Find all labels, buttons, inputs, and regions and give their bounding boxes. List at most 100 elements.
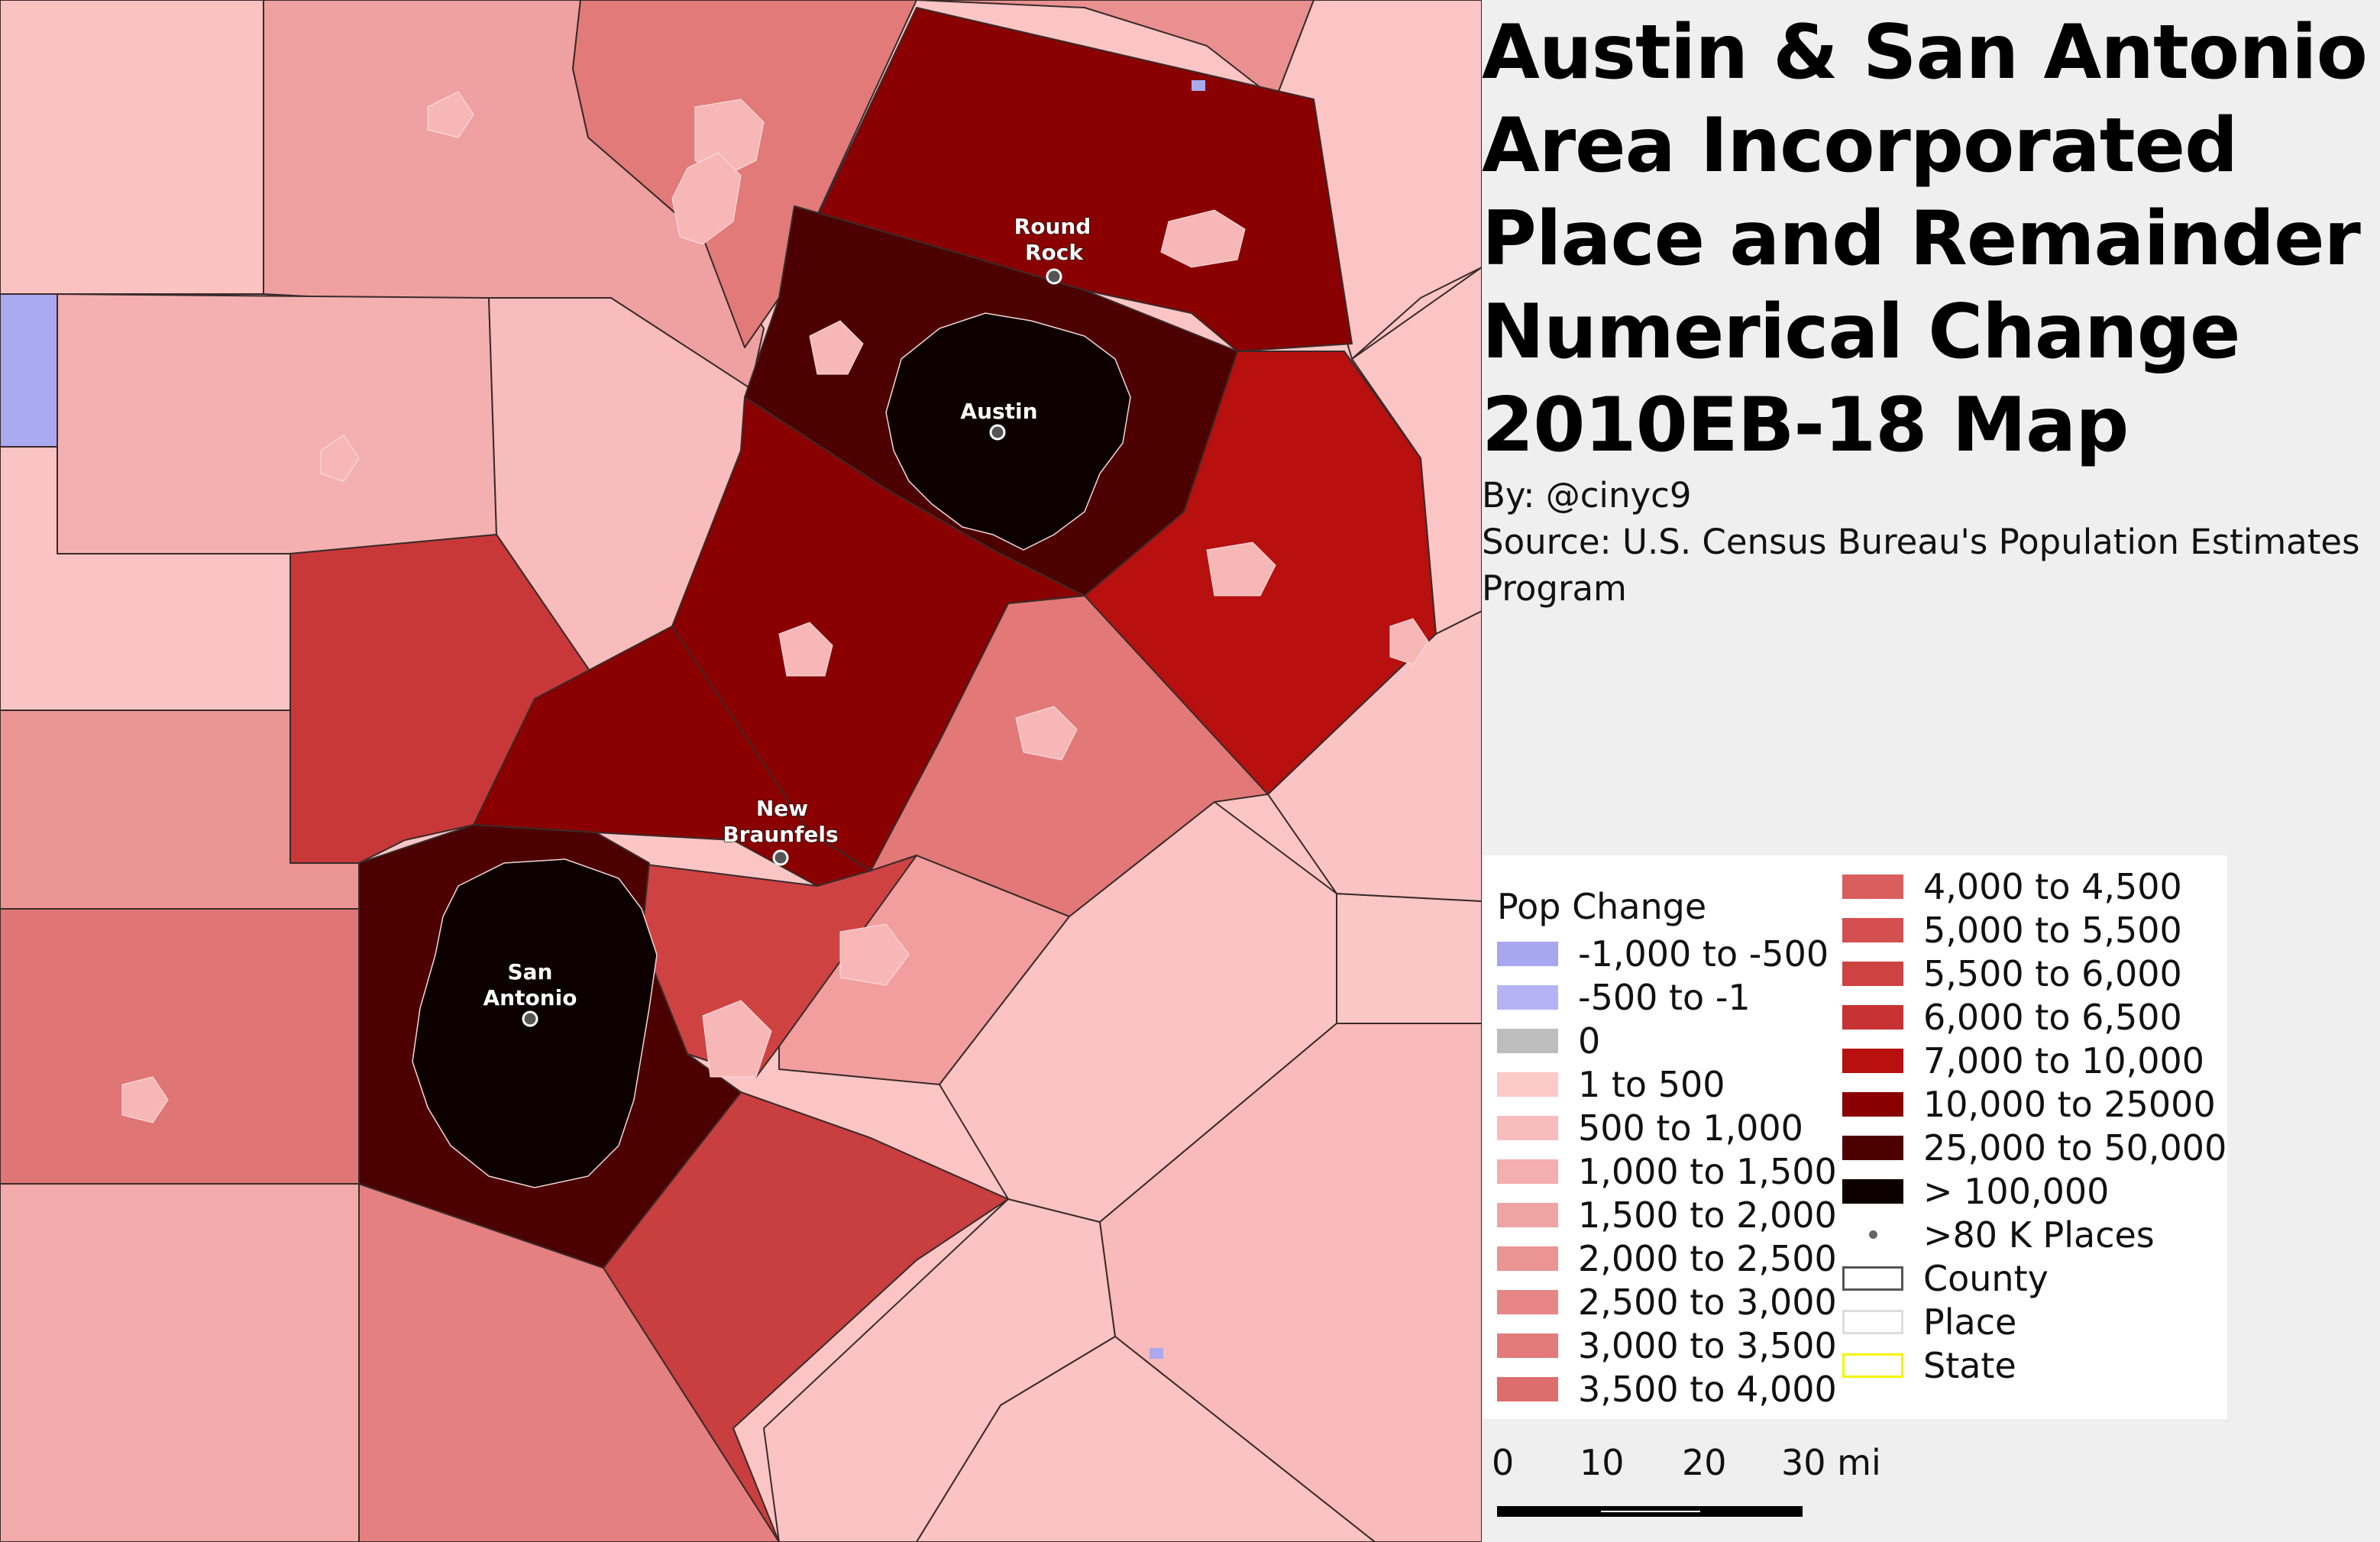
credits: By: @cinyc9 Source: U.S. Census Bureau's… (1482, 472, 2375, 612)
place-patch (1015, 706, 1078, 761)
legend-swatch (1842, 1091, 1903, 1117)
legend-swatch (1497, 1289, 1558, 1314)
credit-source-cont: Program (1482, 568, 1627, 609)
title-line: Area Incorporated (1482, 102, 2238, 189)
legend-label: Place (1923, 1301, 2017, 1343)
place-patch (702, 1000, 772, 1078)
legend-swatch (1497, 1246, 1558, 1271)
legend-swatch (1497, 1072, 1558, 1097)
svg-text:Rock: Rock (1025, 240, 1084, 265)
city-marker (1046, 268, 1062, 285)
city-san-antonio: San Antonio (483, 958, 577, 1027)
legend-item: 3,000 to 3,500 (1497, 1324, 1837, 1367)
legend-label: 3,500 to 4,000 (1578, 1368, 1837, 1410)
scale-bar-graphic (1497, 1506, 1803, 1517)
legend-swatch (1842, 874, 1903, 899)
county (916, 0, 1314, 100)
legend-label: 1,000 to 1,500 (1578, 1150, 1837, 1192)
city-austin: Austin (960, 398, 1038, 441)
legend-label: County (1923, 1257, 2049, 1299)
legend-swatch (1497, 1115, 1558, 1140)
legend-item: County (1842, 1256, 2049, 1300)
legend-swatch (1497, 941, 1558, 966)
legend-swatch (1842, 1004, 1903, 1030)
legend: Pop Change -1,000 to -500 -500 to -1 0 1 to… (1482, 855, 2227, 1419)
scale-tick-label: 0 (1492, 1442, 1515, 1483)
legend-item: -1,000 to -500 (1497, 932, 1829, 975)
legend-label: -1,000 to -500 (1578, 933, 1829, 975)
choropleth-map: Round Rock Austin New Braunfels San Anto… (0, 0, 1482, 1542)
legend-swatch (1497, 1159, 1558, 1184)
scale-bar: 0 10 20 30 mi (1482, 1421, 1940, 1542)
legend-item: 5,500 to 6,000 (1842, 952, 2182, 995)
place-patch (839, 923, 910, 986)
scale-bar-segment (1601, 1511, 1700, 1512)
legend-title: Pop Change (1497, 886, 1707, 927)
legend-item: 1,000 to 1,500 (1497, 1149, 1837, 1193)
county (0, 0, 264, 295)
legend-swatch (1497, 1376, 1558, 1401)
credit-author: By: @cinyc9 (1482, 475, 1692, 516)
scale-tick-label: 10 (1580, 1442, 1625, 1483)
legend-swatch (1842, 1353, 1903, 1378)
county (603, 1091, 1009, 1542)
legend-label: -500 to -1 (1578, 976, 1751, 1018)
legend-label: > 100,000 (1923, 1170, 2110, 1212)
scale-tick-label: 20 (1682, 1442, 1727, 1483)
legend-swatch (1842, 1178, 1903, 1204)
legend-item: Place (1842, 1300, 2016, 1343)
title-line: 2010EB-18 Map (1482, 382, 2129, 469)
place-patch (778, 622, 833, 677)
legend-label: 7,000 to 10,000 (1923, 1039, 2205, 1081)
legend-item: 10,000 to 25000 (1842, 1082, 2216, 1126)
svg-text:Antonio: Antonio (483, 985, 577, 1010)
legend-label: State (1923, 1344, 2016, 1386)
legend-label: 5,000 to 5,500 (1923, 909, 2182, 951)
legend-label: 6,000 to 6,500 (1923, 996, 2182, 1038)
legend-label: >80 K Places (1923, 1214, 2155, 1256)
county-hays (671, 396, 1085, 871)
side-panel: Austin & San Antonio Area Incorporated P… (1482, 0, 2380, 1542)
legend-label: 500 to 1,000 (1578, 1107, 1803, 1149)
legend-label: 0 (1578, 1020, 1601, 1062)
legend-label: 3,000 to 3,500 (1578, 1324, 1837, 1366)
county (0, 908, 360, 1185)
legend-swatch (1497, 1333, 1558, 1358)
legend-swatch (1842, 1048, 1903, 1073)
negative-change-area (0, 293, 58, 448)
county (1336, 893, 1482, 1024)
city-marker (772, 849, 789, 866)
austin-place (885, 312, 1131, 551)
place-patch (809, 320, 864, 375)
legend-swatch (1497, 984, 1558, 1010)
legend-item: 5,000 to 5,500 (1842, 908, 2182, 952)
place-patch (671, 152, 742, 245)
city-marker (522, 1010, 538, 1027)
place-patch (1389, 618, 1429, 665)
map-title: Austin & San Antonio Area Incorporated P… (1482, 6, 2375, 472)
place-patch (1206, 541, 1276, 596)
city-new-braunfels: New Braunfels (723, 795, 839, 866)
county (57, 293, 497, 554)
place-patch (427, 91, 474, 138)
svg-text:San: San (508, 959, 553, 984)
title-line: Numerical Change (1482, 289, 2240, 376)
county (572, 0, 917, 348)
legend-swatch (1842, 961, 1903, 986)
scale-tick-label: 30 mi (1781, 1442, 1881, 1483)
legend-item: > 100,000 (1842, 1169, 2109, 1213)
legend-label: 4,000 to 4,500 (1923, 865, 2182, 907)
place-patch (121, 1076, 169, 1123)
svg-text:Braunfels: Braunfels (723, 822, 838, 847)
negative-change-area (1150, 1348, 1163, 1359)
negative-change-area (1192, 80, 1205, 91)
title-line: Austin & San Antonio (1482, 9, 2368, 96)
title-line: Place and Remainder (1482, 196, 2361, 283)
legend-label: 2,000 to 2,500 (1578, 1237, 1837, 1279)
legend-label: 25,000 to 50,000 (1923, 1127, 2227, 1169)
legend-item: 1 to 500 (1497, 1062, 1725, 1106)
credit-source: Source: U.S. Census Bureau's Population … (1482, 522, 2360, 562)
place-dot-icon (1868, 1230, 1877, 1239)
place-patch (320, 435, 360, 482)
legend-item: 4,000 to 4,500 (1842, 865, 2182, 908)
